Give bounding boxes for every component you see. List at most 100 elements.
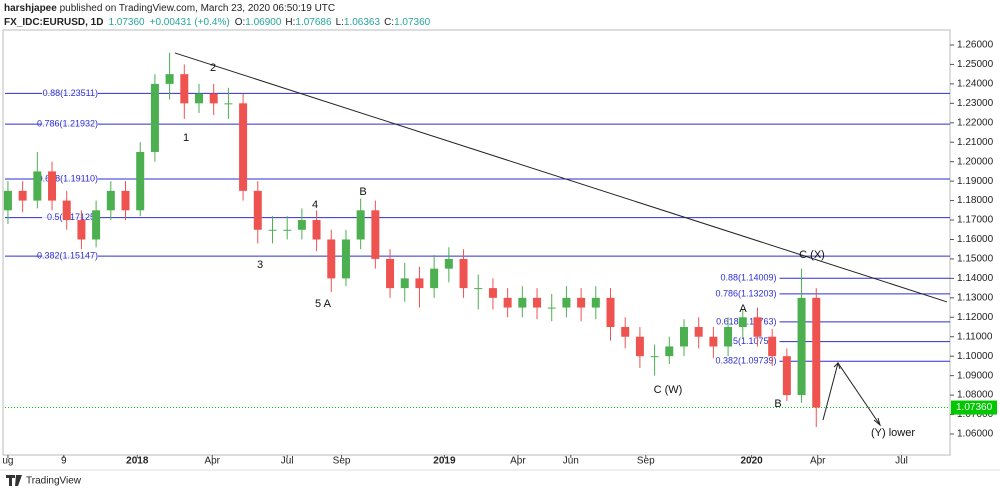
y-tick-label: 1.14000 (957, 273, 994, 284)
candle-body (621, 327, 630, 337)
candle-body (136, 151, 145, 211)
x-tick-label: 2019 (433, 456, 456, 467)
x-tick-label: Sep (637, 456, 655, 467)
y-tick-label: 1.18000 (957, 195, 994, 206)
candle-body (679, 327, 688, 347)
wave-label: A (739, 303, 747, 315)
candle-body (180, 74, 189, 104)
x-tick-label: ug (2, 456, 13, 467)
fib-label: 0.88(1.14009) (720, 273, 776, 283)
y-tick-label: 1.12000 (957, 312, 994, 323)
publisher: harshjapee (4, 3, 57, 14)
candle-body (356, 210, 365, 240)
y-tick-label: 1.17000 (957, 215, 994, 226)
x-tick-label: Jul (895, 456, 908, 467)
candle-body (371, 210, 380, 259)
candle-body (606, 297, 615, 328)
candle-body (165, 74, 174, 84)
published: published on TradingView.com, March 23, … (57, 3, 335, 14)
change: +0.00431 (+0.4%) (150, 17, 230, 28)
last-price-label: 1.07360 (956, 402, 993, 413)
ohlc-label: O: (235, 17, 246, 28)
y-tick-label: 1.25000 (957, 59, 994, 70)
candle-body (591, 297, 600, 308)
candle-body (709, 336, 718, 347)
last-price-tag (951, 400, 997, 415)
wave-label: 3 (257, 259, 263, 271)
wave-label: 2 (210, 62, 216, 74)
y-tick-label: 1.09000 (957, 370, 994, 381)
x-tick-label: Apr (204, 456, 220, 467)
candle-body (253, 190, 262, 230)
candle-body (327, 239, 336, 279)
fib-label: 0.618(1.19110) (38, 173, 98, 183)
candle-body (268, 229, 277, 231)
ohlc-label: C: (384, 17, 394, 28)
ohlc-label: H: (285, 17, 295, 28)
candle-body (797, 297, 806, 396)
fib-label: 0.786(1.13203) (715, 288, 776, 298)
candle-body (459, 258, 468, 289)
wave-label: C (X) (799, 249, 825, 261)
candle-body (3, 190, 12, 211)
fib-label: 0.88(1.23511) (43, 88, 98, 98)
wave-label: C (W) (654, 384, 683, 396)
logo (6, 475, 22, 486)
plot-frame (2, 29, 951, 456)
candle-body (474, 288, 483, 290)
ohlc-value: 1.07686 (295, 17, 332, 28)
y-tick-label: 1.26000 (957, 40, 994, 51)
candle-body (444, 258, 453, 269)
candle-body (283, 229, 292, 231)
x-tick-label: Sep (333, 456, 351, 467)
wave-label: (Y) lower (871, 427, 915, 439)
candle-body (312, 220, 321, 240)
candle-body (18, 190, 27, 201)
candle-body (562, 297, 571, 308)
fib-label-bg (720, 336, 777, 347)
candle-body (533, 297, 542, 308)
footer-brand: TradingView (26, 476, 82, 487)
candle-body (297, 220, 306, 230)
candle-body (224, 103, 233, 105)
fib-label: 0.382(1.15147) (37, 250, 98, 260)
arrow-heads (833, 362, 881, 427)
candle-body (738, 317, 747, 328)
ohlc-value: 1.06363 (344, 17, 381, 28)
x-tick-label: 2018 (126, 456, 149, 467)
y-tick-label: 1.21000 (957, 137, 994, 148)
candle-body (488, 288, 497, 298)
fib-label: 0.382(1.09739) (715, 356, 776, 366)
wave-label: B (774, 398, 781, 410)
last: 1.07360 (108, 17, 145, 28)
candle-body (753, 317, 762, 337)
candle-body (503, 297, 512, 308)
projection-arrow (822, 361, 881, 426)
header-line: harshjapee published on TradingView.com,… (4, 3, 335, 14)
y-tick-label: 1.06000 (957, 429, 994, 440)
candle-body (194, 93, 203, 104)
x-tick-label: 9 (61, 456, 67, 467)
y-tick-label: 1.10000 (957, 351, 994, 362)
fib-label-bg (42, 173, 98, 184)
fib-label: 0.786(1.21932) (37, 118, 98, 128)
fib-label-bg (720, 288, 777, 299)
candle-body (415, 278, 424, 289)
candle-body (386, 258, 395, 289)
candle-body (650, 356, 659, 358)
wave-label: 5 A (315, 298, 332, 310)
candle-body (812, 297, 821, 408)
candle-body (92, 210, 101, 240)
y-tick-label: 1.13000 (957, 292, 994, 303)
y-tick-label: 1.08000 (957, 390, 994, 401)
x-tick-label: Jun (563, 456, 579, 467)
x-tick-label: Apr (810, 456, 826, 467)
symbol-line: FX_IDC:EURUSD, 1D 1.07360 +0.00431 (+0.4%)… (4, 17, 431, 28)
candle-body (430, 268, 439, 289)
candle-body (694, 327, 703, 337)
fib-label: 0.5(1.10751) (725, 336, 776, 346)
candle-body (77, 220, 86, 240)
y-tick-label: 1.16000 (957, 234, 994, 245)
y-tick-label: 1.19000 (957, 176, 994, 187)
candle-body (121, 190, 130, 211)
